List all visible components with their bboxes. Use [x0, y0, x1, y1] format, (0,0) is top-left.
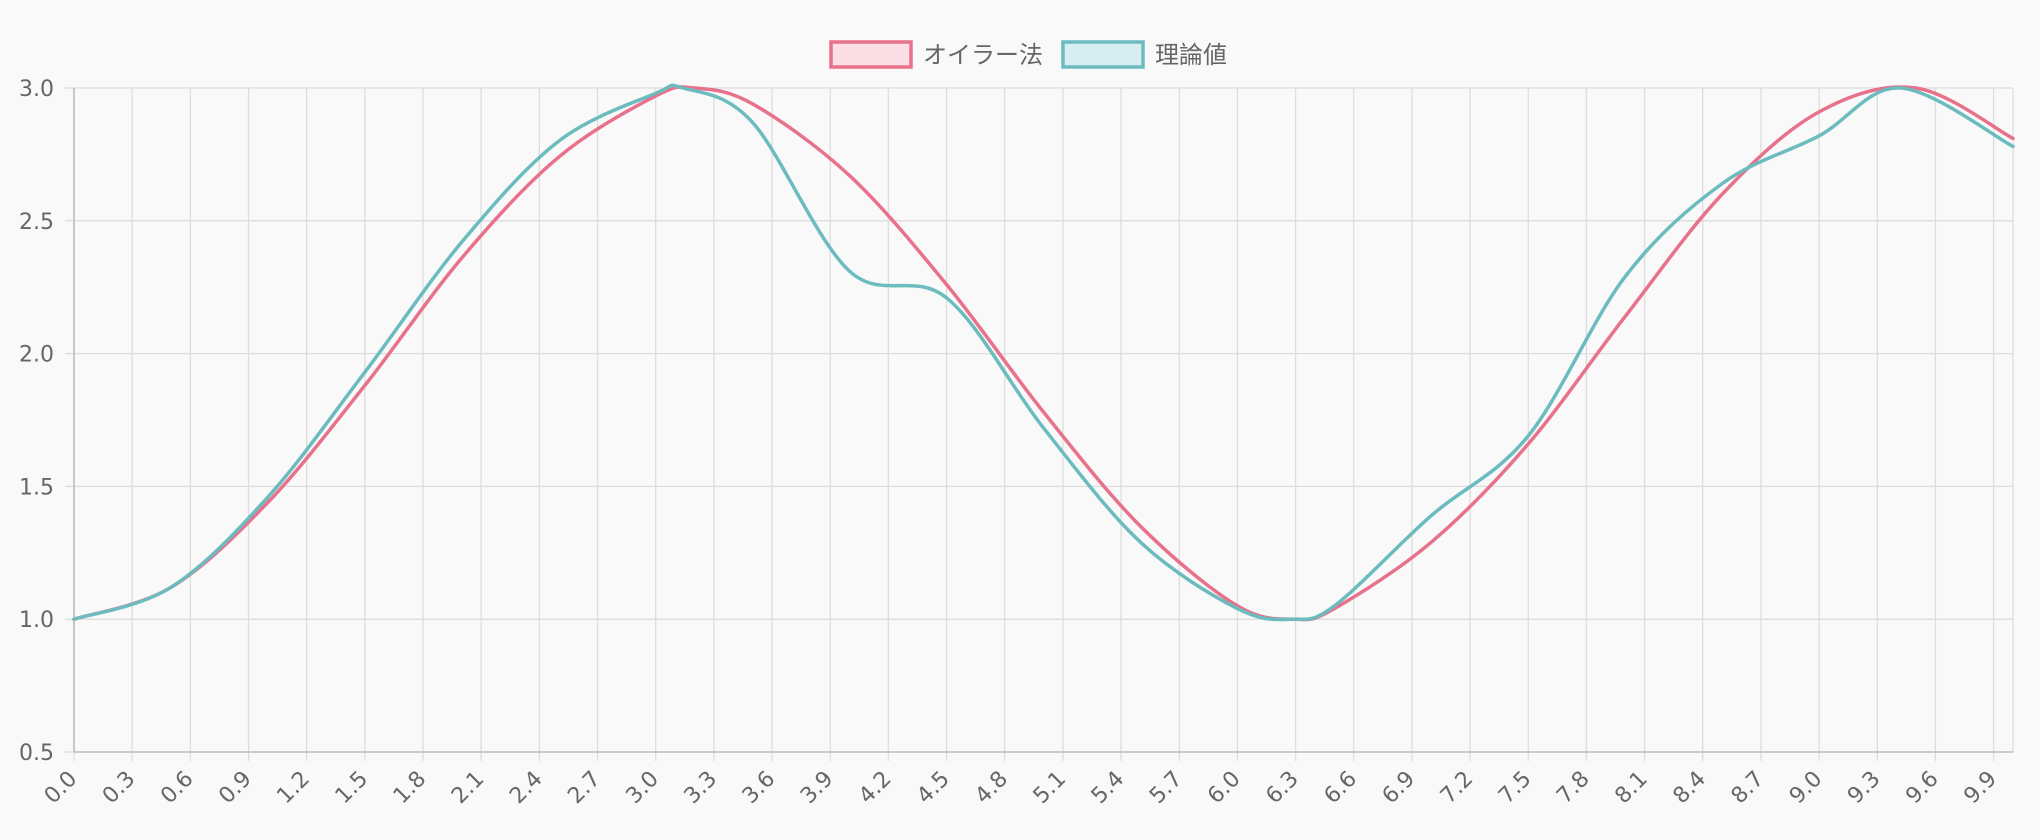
x-tick-label: 0.6	[156, 767, 198, 809]
x-tick-label: 5.7	[1145, 767, 1187, 809]
x-tick-label: 8.1	[1610, 767, 1652, 809]
x-axis-tick-labels: 0.0 0.3 0.6 0.9 1.2 1.5 1.8 2.1 2.4 2.7 3.0 3.3 3.6 3…	[40, 767, 2002, 809]
x-tick-label: 5.1	[1029, 767, 1071, 809]
x-tick-label: 3.3	[680, 767, 722, 809]
y-tick-label: 2.0	[19, 343, 54, 368]
x-tick-label: 3.6	[738, 767, 780, 809]
x-tick-label: 9.0	[1785, 767, 1827, 809]
legend-label: オイラー法	[923, 41, 1043, 69]
y-tick-label: 0.5	[19, 741, 54, 766]
y-axis-tick-labels: 0.5 1.0 1.5 2.0 2.5 3.0	[19, 77, 54, 766]
x-tick-label: 4.2	[854, 767, 896, 809]
x-tick-label: 6.9	[1378, 767, 1420, 809]
legend-swatch	[829, 40, 913, 69]
x-tick-label: 9.9	[1959, 767, 2001, 809]
x-tick-label: 0.3	[98, 767, 140, 809]
x-tick-label: 1.8	[389, 767, 431, 809]
legend-label: 理論値	[1155, 41, 1227, 69]
legend-item-euler[interactable]: オイラー法	[829, 40, 1043, 69]
x-tick-label: 1.2	[272, 767, 314, 809]
x-tick-label: 5.4	[1087, 767, 1129, 809]
x-tick-label: 1.5	[331, 767, 373, 809]
x-tick-label: 2.7	[563, 767, 605, 809]
x-tick-label: 3.0	[622, 767, 664, 809]
x-tick-label: 6.0	[1203, 767, 1245, 809]
legend-item-theoretical[interactable]: 理論値	[1061, 40, 1227, 69]
series-lines	[72, 83, 2015, 622]
x-tick-label: 7.2	[1436, 767, 1478, 809]
x-tick-label: 6.3	[1261, 767, 1303, 809]
x-tick-label: 2.1	[447, 767, 489, 809]
x-tick-label: 0.9	[214, 767, 256, 809]
x-tick-label: 9.6	[1901, 767, 1943, 809]
x-tick-label: 7.5	[1494, 767, 1536, 809]
x-tick-label: 3.9	[796, 767, 838, 809]
legend-swatch	[1061, 40, 1145, 69]
x-tick-label: 4.5	[912, 767, 954, 809]
axes	[73, 88, 2013, 753]
x-tick-label: 8.4	[1669, 767, 1711, 809]
y-tick-label: 2.5	[19, 210, 54, 235]
y-tick-label: 1.0	[19, 608, 54, 633]
y-tick-label: 3.0	[19, 77, 54, 102]
x-tick-label: 9.3	[1843, 767, 1885, 809]
x-tick-label: 2.4	[505, 767, 547, 809]
x-tick-label: 7.8	[1552, 767, 1594, 809]
legend: オイラー法 理論値	[829, 40, 1227, 69]
x-tick-label: 8.7	[1727, 767, 1769, 809]
x-tick-label: 0.0	[40, 767, 82, 809]
euler-method-line	[72, 85, 2015, 622]
theoretical-value-line	[72, 83, 2015, 622]
y-tick-label: 1.5	[19, 475, 54, 500]
x-tick-label: 4.8	[971, 767, 1013, 809]
x-tick-label: 6.6	[1320, 767, 1362, 809]
